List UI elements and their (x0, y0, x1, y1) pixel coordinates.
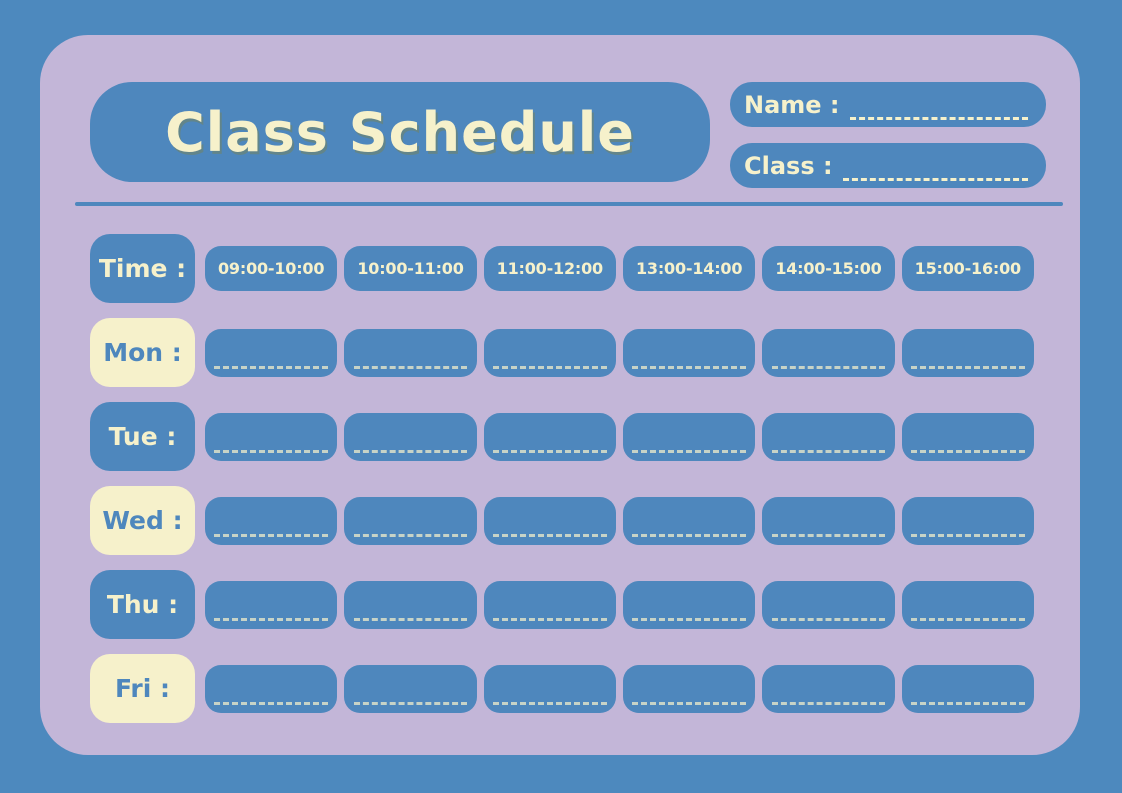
day-row-tue: Tue : (90, 402, 1034, 471)
class-write-line[interactable] (842, 178, 1028, 181)
write-line (771, 533, 886, 537)
write-line (632, 701, 747, 705)
write-line (492, 533, 607, 537)
schedule-cell[interactable] (483, 664, 616, 713)
write-line (771, 449, 886, 453)
write-line (353, 365, 468, 369)
write-line (214, 365, 329, 369)
write-line (771, 701, 886, 705)
schedule-grid: Time : 09:00-10:00 10:00-11:00 11:00-12:00… (40, 206, 1080, 723)
class-field-label: Class : (744, 151, 833, 180)
write-line (353, 449, 468, 453)
schedule-cell[interactable] (901, 580, 1034, 629)
schedule-cell[interactable] (901, 412, 1034, 461)
schedule-cell[interactable] (762, 496, 895, 545)
write-line (214, 617, 329, 621)
day-label-mon: Mon : (90, 318, 195, 387)
write-line (910, 365, 1025, 369)
write-line (492, 701, 607, 705)
name-write-line[interactable] (849, 117, 1028, 120)
schedule-cell[interactable] (622, 328, 756, 377)
schedule-cell[interactable] (205, 664, 338, 713)
schedule-cell[interactable] (762, 580, 895, 629)
class-field[interactable]: Class : (730, 143, 1046, 188)
time-slot: 14:00-15:00 (762, 246, 895, 291)
schedule-cell[interactable] (762, 412, 895, 461)
schedule-cell[interactable] (205, 328, 338, 377)
time-label: Time : (90, 234, 195, 303)
write-line (214, 701, 329, 705)
write-line (492, 365, 607, 369)
schedule-cell[interactable] (344, 328, 477, 377)
schedule-cell[interactable] (762, 328, 895, 377)
time-slot: 10:00-11:00 (344, 246, 477, 291)
day-cells-mon (205, 328, 1034, 377)
divider (75, 202, 1063, 206)
day-row-fri: Fri : (90, 654, 1034, 723)
schedule-cell[interactable] (205, 496, 338, 545)
write-line (910, 449, 1025, 453)
write-line (353, 701, 468, 705)
day-cells-thu (205, 580, 1034, 629)
write-line (910, 617, 1025, 621)
write-line (632, 449, 747, 453)
schedule-cell[interactable] (901, 664, 1034, 713)
write-line (353, 617, 468, 621)
schedule-cell[interactable] (344, 664, 477, 713)
day-label-wed: Wed : (90, 486, 195, 555)
time-slot: 13:00-14:00 (622, 246, 756, 291)
write-line (492, 617, 607, 621)
day-label-thu: Thu : (90, 570, 195, 639)
schedule-cell[interactable] (901, 328, 1034, 377)
schedule-cell[interactable] (344, 496, 477, 545)
write-line (632, 365, 747, 369)
schedule-cell[interactable] (483, 496, 616, 545)
day-row-mon: Mon : (90, 318, 1034, 387)
day-row-wed: Wed : (90, 486, 1034, 555)
time-row: Time : 09:00-10:00 10:00-11:00 11:00-12:00… (90, 234, 1034, 303)
schedule-cell[interactable] (622, 412, 756, 461)
write-line (771, 365, 886, 369)
write-line (910, 533, 1025, 537)
write-line (214, 533, 329, 537)
schedule-cell[interactable] (762, 664, 895, 713)
schedule-cell[interactable] (205, 580, 338, 629)
day-cells-fri (205, 664, 1034, 713)
day-label-tue: Tue : (90, 402, 195, 471)
day-cells-wed (205, 496, 1034, 545)
time-slot: 09:00-10:00 (205, 246, 338, 291)
schedule-cell[interactable] (344, 580, 477, 629)
schedule-cell[interactable] (622, 496, 756, 545)
time-slot: 11:00-12:00 (483, 246, 616, 291)
schedule-cell[interactable] (622, 664, 756, 713)
schedule-cell[interactable] (483, 580, 616, 629)
page-title: Class Schedule (165, 100, 635, 164)
time-slots: 09:00-10:00 10:00-11:00 11:00-12:00 13:00-1… (205, 246, 1034, 291)
day-cells-tue (205, 412, 1034, 461)
header: Class Schedule Name : Class : (40, 35, 1080, 188)
write-line (632, 533, 747, 537)
title-box: Class Schedule (90, 82, 710, 182)
time-slot: 15:00-16:00 (901, 246, 1034, 291)
schedule-cell[interactable] (901, 496, 1034, 545)
schedule-cell[interactable] (205, 412, 338, 461)
write-line (632, 617, 747, 621)
write-line (910, 701, 1025, 705)
schedule-cell[interactable] (344, 412, 477, 461)
write-line (353, 533, 468, 537)
day-row-thu: Thu : (90, 570, 1034, 639)
schedule-cell[interactable] (622, 580, 756, 629)
schedule-cell[interactable] (483, 412, 616, 461)
write-line (492, 449, 607, 453)
day-rows: Mon : Tue : Wed : Thu : Fri : (90, 318, 1034, 723)
name-field-label: Name : (744, 90, 840, 119)
day-label-fri: Fri : (90, 654, 195, 723)
schedule-cell[interactable] (483, 328, 616, 377)
write-line (771, 617, 886, 621)
write-line (214, 449, 329, 453)
side-fields: Name : Class : (730, 82, 1046, 188)
name-field[interactable]: Name : (730, 82, 1046, 127)
schedule-card: Class Schedule Name : Class : Time : 09:… (40, 35, 1080, 755)
